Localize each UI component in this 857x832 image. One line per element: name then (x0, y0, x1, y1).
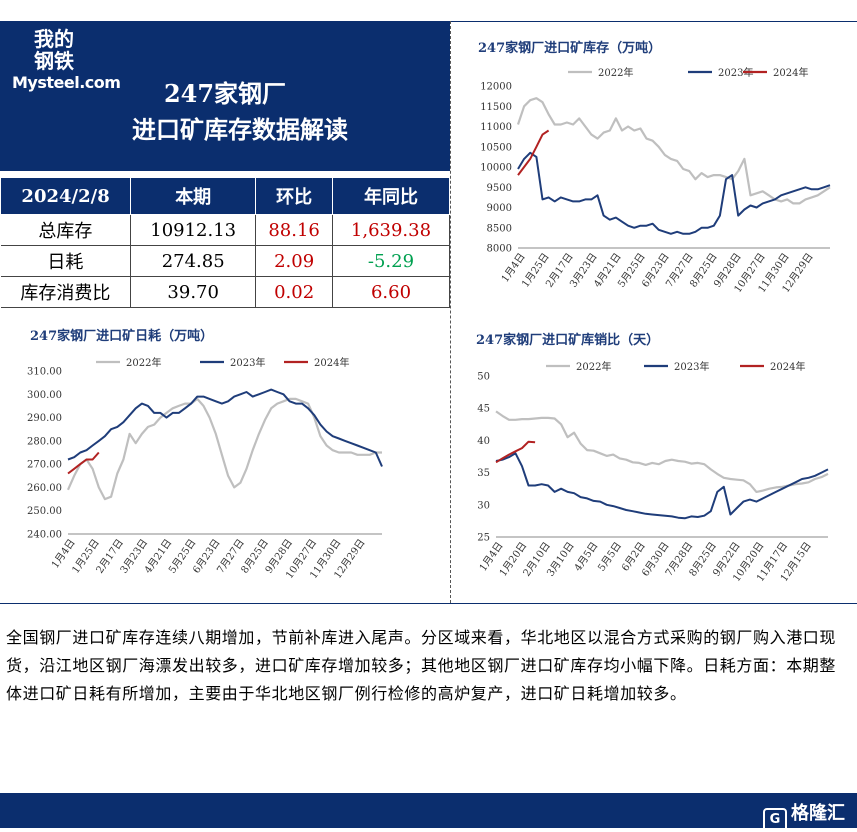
series-line-2024年 (495, 440, 536, 464)
chart-title: 247家钢厂进口矿库销比（天） (476, 332, 659, 348)
y-tick-label: 260.00 (27, 483, 62, 494)
stats-row-total-inventory: 总库存 10912.13 88.16 1,639.38 (0, 214, 451, 246)
chart-title: 247家钢厂进口矿日耗（万吨） (30, 328, 213, 344)
row-current: 10912.13 (130, 214, 257, 246)
y-tick-label: 240.00 (27, 530, 62, 541)
series-line-2023年 (67, 388, 383, 467)
y-tick-label: 45 (477, 404, 490, 415)
y-tick-label: 290.00 (27, 413, 62, 424)
legend-label: 2024年 (314, 356, 349, 369)
chart-title: 247家钢厂进口矿库存（万吨） (478, 40, 661, 56)
y-tick-label: 280.00 (27, 436, 62, 447)
row-yoy: 1,639.38 (331, 214, 451, 246)
y-tick-label: 11500 (480, 102, 512, 113)
y-tick-label: 250.00 (27, 506, 62, 517)
y-tick-label: 30 (477, 500, 490, 511)
horizontal-divider (0, 603, 857, 604)
footer-brand: G 格隆汇 (763, 799, 845, 832)
row-mom: 2.09 (255, 245, 333, 277)
stats-row-stock-ratio: 库存消费比 39.70 0.02 6.60 (0, 276, 451, 308)
y-tick-label: 25 (477, 533, 490, 544)
y-tick-label: 10500 (480, 142, 512, 153)
top-divider (450, 21, 857, 22)
y-tick-label: 40 (477, 436, 490, 447)
report-title-line2: 进口矿库存数据解读 (132, 115, 348, 144)
chart-stock-ratio: 247家钢厂进口矿库销比（天） 2022年 2023年 2024年 25 30 35 40 45… (476, 332, 829, 584)
x-tick-label: 4月5日 (572, 540, 601, 574)
footer-bar (0, 793, 857, 828)
y-tick-label: 8000 (487, 244, 512, 255)
y-tick-label: 310.00 (27, 367, 62, 378)
series-line-2023年 (495, 452, 829, 520)
y-tick-label: 11000 (480, 122, 512, 133)
stats-header-mom: 环比 (255, 177, 333, 215)
legend-label: 2023年 (230, 356, 265, 369)
chart-daily-consumption: 247家钢厂进口矿日耗（万吨） 2022年 2023年 2024年 240.00 250.… (27, 328, 383, 581)
logo-cn-line2: 钢铁 (34, 49, 74, 73)
series-line-2024年 (517, 129, 550, 176)
vertical-divider (450, 21, 451, 603)
legend-label: 2023年 (674, 360, 709, 373)
y-tick-label: 8500 (487, 223, 512, 234)
logo-en: Mysteel.com (12, 73, 121, 92)
legend-label: 2022年 (598, 66, 633, 79)
logo-cn-line1: 我的 (34, 27, 74, 51)
row-yoy: 6.60 (331, 276, 451, 308)
legend-label: 2023年 (718, 66, 753, 79)
series-line-2023年 (517, 151, 831, 235)
chart-inventory: 247家钢厂进口矿库存（万吨） 2022年 2023年 2024年 8000 8500 90… (478, 40, 831, 295)
legend-label: 2022年 (126, 356, 161, 369)
row-label: 日耗 (0, 245, 132, 277)
series-line-2022年 (516, 97, 831, 205)
stats-header-current: 本期 (130, 177, 257, 215)
stats-header-yoy: 年同比 (331, 177, 451, 215)
report-title-line1: 247家钢厂 (163, 79, 287, 108)
row-label: 总库存 (0, 214, 132, 246)
mysteel-logo: 我的 钢铁 Mysteel.com (12, 27, 121, 98)
row-mom: 88.16 (255, 214, 333, 246)
row-current: 274.85 (130, 245, 257, 277)
report-header (0, 21, 450, 171)
row-yoy: -5.29 (331, 245, 451, 277)
y-tick-label: 9500 (487, 183, 512, 194)
y-tick-label: 50 (477, 372, 490, 383)
row-current: 39.70 (130, 276, 257, 308)
brand-logo-icon: G (763, 808, 787, 832)
series-line-2024年 (67, 451, 100, 475)
y-tick-label: 300.00 (27, 390, 62, 401)
stats-row-daily-consumption: 日耗 274.85 2.09 -5.29 (0, 245, 451, 277)
stats-table: 2024/2/8 本期 环比 年同比 总库存 10912.13 88.16 1,… (0, 177, 451, 308)
y-tick-label: 35 (477, 468, 490, 479)
stats-header-date: 2024/2/8 (0, 177, 132, 215)
series-line-2022年 (66, 397, 382, 501)
y-tick-label: 270.00 (27, 460, 62, 471)
legend-label: 2024年 (770, 360, 805, 373)
series-line-2022年 (495, 410, 829, 493)
brand-name: 格隆汇 (791, 803, 845, 824)
legend-label: 2022年 (576, 360, 611, 373)
legend-label: 2024年 (773, 66, 808, 79)
x-tick-label: 5月5日 (596, 540, 625, 574)
y-tick-label: 12000 (480, 82, 512, 93)
y-tick-label: 10000 (480, 163, 512, 174)
row-mom: 0.02 (255, 276, 333, 308)
stats-header-row: 2024/2/8 本期 环比 年同比 (0, 177, 451, 215)
analysis-paragraph: 全国钢厂进口矿库存连续八期增加，节前补库进入尾声。分区域来看，华北地区以混合方式… (6, 628, 837, 703)
row-label: 库存消费比 (0, 276, 132, 308)
y-tick-label: 9000 (487, 203, 512, 214)
